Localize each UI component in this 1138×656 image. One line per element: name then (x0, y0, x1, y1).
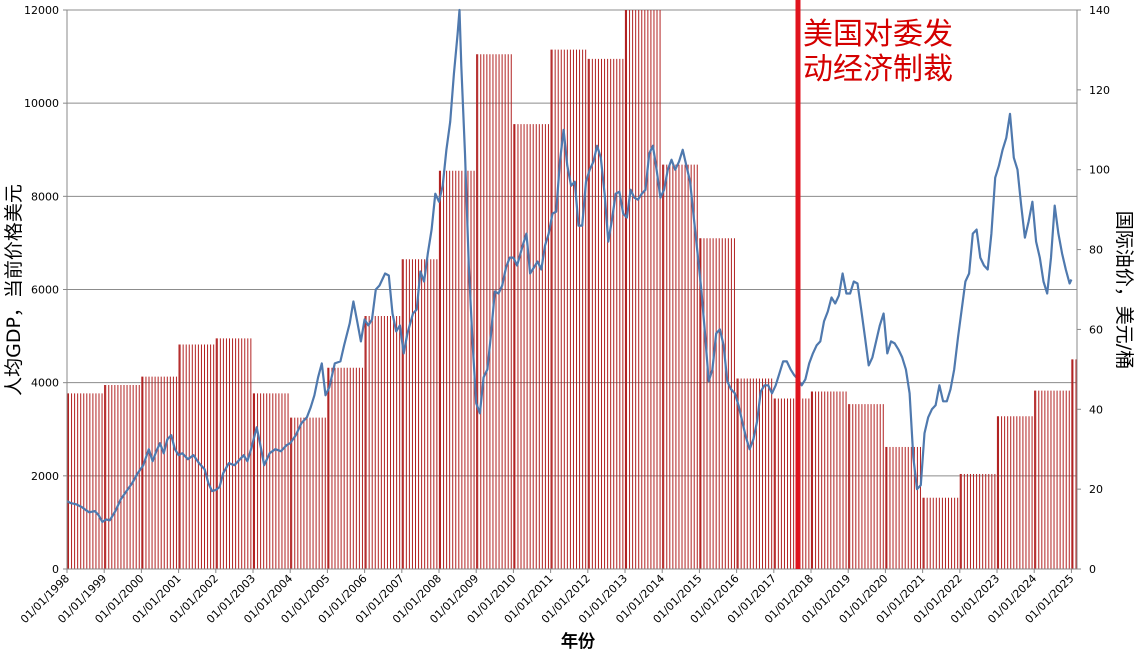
x-axis-title: 年份 (561, 631, 596, 652)
gdp-bar-2025 (1071, 359, 1077, 569)
gdp-bar-2013 (624, 10, 661, 569)
gdp-bar-2020 (885, 446, 921, 569)
y-right-tick-6: 120 (1089, 84, 1110, 97)
y-right-tick-7: 140 (1089, 4, 1110, 17)
y-left-tick-4: 8000 (31, 190, 59, 203)
gdp-bar-2011 (550, 49, 587, 569)
gdp-bar-2009 (476, 54, 512, 569)
gdp-bar-2024 (1034, 390, 1070, 569)
y-left-tick-6: 12000 (24, 4, 59, 17)
y-left-tick-3: 6000 (31, 284, 59, 297)
y-right-tick-0: 0 (1089, 563, 1096, 576)
gdp-bar-1998 (66, 393, 103, 569)
gdp-bar-1999 (104, 384, 140, 569)
gdp-bar-2015 (699, 238, 735, 569)
y-axis-left-title: 人均GDP，当前价格美元 (3, 184, 25, 396)
gdp-bar-2016 (736, 378, 773, 569)
gdp-bar-2006 (364, 316, 401, 569)
gdp-bar-2010 (513, 124, 549, 569)
y-right-tick-4: 80 (1089, 244, 1103, 257)
y-left-tick-1: 2000 (31, 470, 59, 483)
gdp-bar-2004 (290, 417, 326, 569)
y-left-tick-0: 0 (52, 563, 59, 576)
gdp-bar-2005 (327, 367, 363, 569)
gridlines (67, 9, 1077, 570)
gdp-bar-2022 (959, 473, 996, 569)
y-right-tick-1: 20 (1089, 483, 1103, 496)
y-axis-right-title: 国际油价，美元/桶 (1113, 211, 1135, 369)
gdp-bar-2008 (438, 170, 475, 569)
gdp-bar-2018 (810, 391, 847, 569)
gdp-bar-2023 (996, 416, 1033, 569)
y-right-tick-3: 60 (1089, 323, 1103, 336)
gdp-bar-2000 (141, 376, 177, 569)
y-right-tick-5: 100 (1089, 164, 1110, 177)
y-left-tick-2: 4000 (31, 377, 59, 390)
gdp-bar-2002 (215, 338, 252, 569)
gdp-bar-2007 (401, 259, 438, 569)
y-left-tick-5: 10000 (24, 97, 59, 110)
annotation-line-2: 动经济制裁 (803, 52, 953, 87)
oil-price-line (66, 8, 1073, 524)
gdp-bar-2014 (662, 164, 698, 569)
oil-price-line-group (66, 8, 1073, 524)
gdp-bar-2017 (773, 398, 810, 569)
gdp-bar-2003 (252, 393, 289, 569)
sanction-annotation: 美国对委发 动经济制裁 (795, 0, 953, 569)
y-right-tick-2: 40 (1089, 403, 1103, 416)
annotation-line-1: 美国对委发 (803, 17, 953, 52)
gdp-bar-2012 (587, 58, 624, 569)
gdp-bar-2021 (922, 497, 959, 569)
gdp-bar-2019 (848, 404, 884, 569)
